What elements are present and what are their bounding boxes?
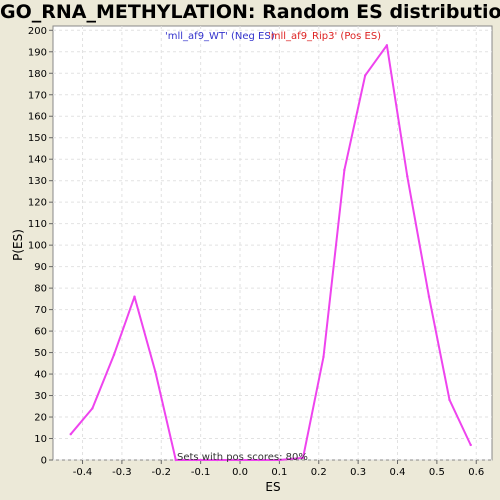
chart-title: GO_RNA_METHYLATION: Random ES distributi… [0,1,500,23]
es-distribution-line [69,44,472,461]
x-tick-label: -0.2 [152,467,172,478]
x-tick-label: 0.5 [429,467,445,478]
data-point [174,458,178,462]
data-point [406,175,409,178]
data-point [448,398,451,402]
data-point [427,295,431,298]
data-point [112,353,116,356]
grid [53,26,492,461]
y-tick-label: 140 [28,155,47,166]
data-point [91,407,94,410]
y-tick-label: 70 [34,305,47,316]
y-tick-label: 170 [28,90,47,101]
data-point [133,295,136,298]
data-point [469,443,472,447]
x-tick-label: -0.3 [112,467,132,478]
y-tick-label: 190 [28,47,47,58]
y-tick-label: 10 [34,434,47,445]
y-tick-label: 160 [28,112,47,123]
y-tick-label: 80 [34,284,47,295]
data-point [385,44,389,47]
legend-pos-es: 'mll_af9_Rip3' (Pos ES) [268,31,381,42]
y-tick-label: 200 [28,26,47,37]
x-tick-label: -0.4 [73,467,93,478]
y-axis-label: P(ES) [11,229,25,261]
x-tick-label: 0.0 [232,467,248,478]
x-tick-label: 0.3 [350,467,366,478]
y-tick-label: 50 [34,348,47,359]
legend-neg-es: 'mll_af9_WT' (Neg ES) [165,31,275,42]
data-point [154,370,157,374]
y-tick-label: 40 [34,370,47,381]
annotation-pos-scores: Sets with pos scores: 80% [177,452,308,463]
y-tick-label: 30 [34,391,47,402]
x-tick-label: 0.4 [390,467,406,478]
data-point [322,355,325,359]
y-tick-label: 180 [28,69,47,80]
y-tick-label: 0 [41,456,47,467]
y-tick-label: 130 [28,176,47,187]
axes: 0 10 20 30 40 50 60 70 80 90 100 110 120 130 140 150 160… [28,26,484,478]
x-tick-label: -0.1 [191,467,211,478]
y-tick-label: 60 [34,327,47,338]
y-tick-label: 20 [34,413,47,424]
series-layer [69,44,472,462]
data-point [278,458,281,462]
x-tick-label: 0.2 [311,467,327,478]
data-point [236,458,240,462]
data-point [215,458,219,462]
data-point [343,168,346,172]
data-point [195,458,198,462]
x-tick-label: 0.1 [271,467,287,478]
x-axis-label: ES [265,480,280,494]
y-tick-label: 100 [28,241,47,252]
data-point [257,458,261,462]
data-point [301,456,305,460]
y-tick-label: 150 [28,133,47,144]
plot-area [52,25,493,461]
y-tick-label: 110 [28,219,47,230]
data-point [69,433,72,436]
y-tick-label: 120 [28,198,47,209]
data-point [364,74,367,77]
x-tick-label: 0.6 [468,467,484,478]
y-tick-label: 90 [34,262,47,273]
